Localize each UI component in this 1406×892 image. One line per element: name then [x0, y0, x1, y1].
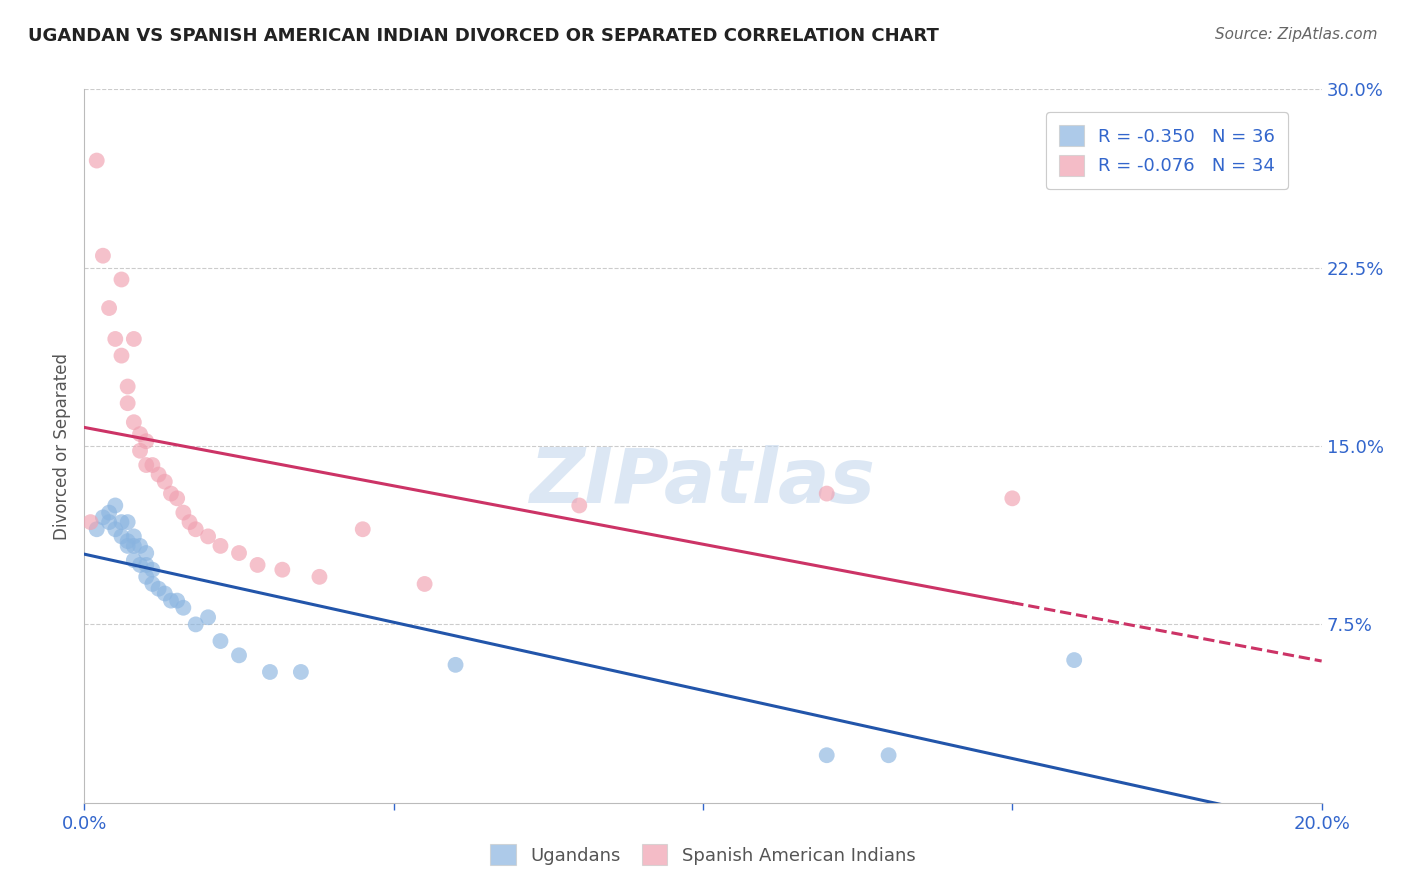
Point — [117, 379, 139, 393]
Point — [86, 153, 108, 168]
Point — [246, 558, 269, 572]
Point — [141, 563, 163, 577]
Point — [815, 486, 838, 500]
Point — [1001, 491, 1024, 506]
Point — [122, 415, 145, 429]
Text: Source: ZipAtlas.com: Source: ZipAtlas.com — [1215, 27, 1378, 42]
Point — [98, 301, 121, 315]
Point — [228, 546, 250, 560]
Y-axis label: Divorced or Separated: Divorced or Separated — [53, 352, 72, 540]
Point — [179, 515, 201, 529]
Point — [122, 553, 145, 567]
Point — [444, 657, 467, 672]
Point — [122, 529, 145, 543]
Point — [129, 427, 152, 442]
Point — [184, 617, 207, 632]
Legend: Ugandans, Spanish American Indians: Ugandans, Spanish American Indians — [481, 835, 925, 874]
Point — [172, 506, 194, 520]
Point — [259, 665, 281, 679]
Point — [86, 522, 108, 536]
Point — [117, 539, 139, 553]
Point — [110, 515, 132, 529]
Point — [129, 558, 152, 572]
Point — [122, 539, 145, 553]
Point — [117, 515, 139, 529]
Point — [228, 648, 250, 663]
Point — [117, 534, 139, 549]
Point — [91, 249, 114, 263]
Point — [104, 522, 127, 536]
Point — [209, 634, 232, 648]
Point — [135, 546, 157, 560]
Point — [166, 593, 188, 607]
Point — [148, 467, 170, 482]
Text: UGANDAN VS SPANISH AMERICAN INDIAN DIVORCED OR SEPARATED CORRELATION CHART: UGANDAN VS SPANISH AMERICAN INDIAN DIVOR… — [28, 27, 939, 45]
Point — [290, 665, 312, 679]
Point — [160, 486, 183, 500]
Point — [184, 522, 207, 536]
Point — [148, 582, 170, 596]
Point — [135, 570, 157, 584]
Point — [98, 515, 121, 529]
Point — [91, 510, 114, 524]
Point — [352, 522, 374, 536]
Point — [197, 610, 219, 624]
Point — [141, 577, 163, 591]
Point — [166, 491, 188, 506]
Text: ZIPatlas: ZIPatlas — [530, 445, 876, 518]
Point — [110, 272, 132, 286]
Point — [104, 332, 127, 346]
Point — [135, 558, 157, 572]
Point — [197, 529, 219, 543]
Point — [160, 593, 183, 607]
Point — [110, 529, 132, 543]
Point — [271, 563, 294, 577]
Point — [413, 577, 436, 591]
Point — [141, 458, 163, 472]
Point — [209, 539, 232, 553]
Point — [135, 458, 157, 472]
Legend: R = -0.350   N = 36, R = -0.076   N = 34: R = -0.350 N = 36, R = -0.076 N = 34 — [1046, 112, 1288, 188]
Point — [104, 499, 127, 513]
Point — [153, 586, 176, 600]
Point — [79, 515, 101, 529]
Point — [98, 506, 121, 520]
Point — [568, 499, 591, 513]
Point — [129, 539, 152, 553]
Point — [117, 396, 139, 410]
Point — [129, 443, 152, 458]
Point — [815, 748, 838, 763]
Point — [135, 434, 157, 449]
Point — [172, 600, 194, 615]
Point — [110, 349, 132, 363]
Point — [122, 332, 145, 346]
Point — [877, 748, 900, 763]
Point — [153, 475, 176, 489]
Point — [308, 570, 330, 584]
Point — [1063, 653, 1085, 667]
